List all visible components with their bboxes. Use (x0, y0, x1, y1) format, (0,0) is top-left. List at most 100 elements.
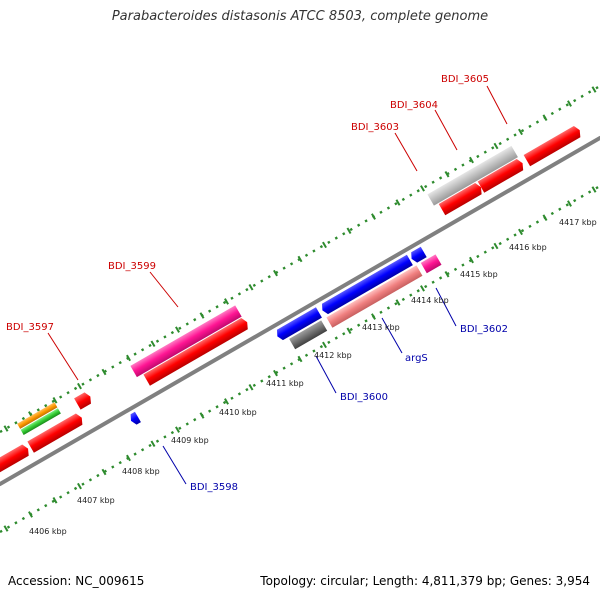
major-tick (469, 156, 474, 164)
scale-label: 4410 kbp (219, 408, 257, 417)
major-tick (248, 283, 254, 291)
gene-bdi-3603-part[interactable] (438, 181, 484, 216)
callout-bdi-3600 (315, 355, 337, 394)
major-tick (77, 382, 82, 390)
gene-args[interactable] (326, 265, 423, 328)
gene-bdi-3597-rrna[interactable] (17, 402, 58, 429)
major-tick (175, 426, 180, 433)
label-args[interactable]: argS (405, 353, 428, 364)
major-tick (591, 186, 597, 193)
major-tick (199, 412, 205, 419)
gene-bdi-3600[interactable] (289, 320, 328, 350)
major-tick (126, 454, 131, 462)
label-bdi-3605[interactable]: BDI_3605 (441, 74, 489, 85)
gene-blue-mid-2[interactable] (319, 254, 413, 316)
gene-bdi-3599[interactable] (130, 305, 242, 378)
major-tick (371, 313, 376, 320)
length-label: Length: (372, 574, 419, 588)
label-bdi-3597[interactable]: BDI_3597 (6, 322, 54, 333)
genes-label: Genes: (509, 574, 552, 588)
major-tick (199, 312, 205, 319)
scale-label: 4412 kbp (314, 351, 352, 360)
label-bdi-3599[interactable]: BDI_3599 (108, 261, 156, 272)
gene-bdi-3602[interactable] (420, 254, 442, 274)
major-tick (518, 228, 523, 236)
accession-info: Accession: NC_009615 (8, 574, 144, 588)
label-bdi-3598[interactable]: BDI_3598 (190, 482, 238, 493)
major-tick (224, 298, 229, 305)
topology-label: Topology: (260, 574, 317, 588)
major-ticks (3, 86, 597, 532)
major-tick (420, 185, 425, 192)
label-bdi-3602[interactable]: BDI_3602 (460, 324, 508, 335)
major-tick (52, 497, 58, 504)
major-tick (591, 86, 597, 93)
major-tick (297, 255, 303, 263)
major-tick (150, 340, 156, 348)
scale-label: 4417 kbp (559, 218, 597, 227)
major-tick (493, 142, 499, 150)
gene-bdi-3604[interactable] (477, 157, 526, 193)
callout-bdi-3603 (394, 132, 418, 172)
major-tick (420, 285, 425, 292)
gene-blue-small[interactable] (409, 246, 427, 264)
major-tick (297, 355, 303, 363)
scale-label: 4415 kbp (460, 270, 498, 279)
map-title: Parabacteroides distasonis ATCC 8503, co… (111, 9, 489, 24)
topology-text: circular (320, 574, 365, 588)
callout-bdi-3604 (434, 109, 458, 151)
label-bdi-3603[interactable]: BDI_3603 (351, 122, 399, 133)
major-tick (346, 327, 352, 335)
gene-red-left-2[interactable] (74, 391, 93, 410)
topology-value: circular; (320, 574, 369, 588)
length-text: 4,811,379 bp (421, 574, 502, 588)
scale-label: 4409 kbp (171, 436, 209, 445)
gene-bdi-3598[interactable] (128, 411, 141, 426)
major-tick (273, 269, 278, 277)
gene-blue-mid-1[interactable] (274, 307, 322, 341)
major-tick (542, 214, 548, 221)
label-bdi-3604[interactable]: BDI_3604 (390, 100, 438, 111)
major-tick (567, 200, 572, 207)
scale-labels: 4406 kbp 4407 kbp 4408 kbp 4409 kbp 4410… (29, 218, 597, 536)
callout-bdi-3598 (162, 445, 187, 485)
gene-bdi-3597-trna[interactable] (20, 408, 61, 435)
major-tick (101, 368, 107, 376)
scale-label: 4413 kbp (362, 323, 400, 332)
major-tick (493, 242, 499, 250)
gene-bdi-3596[interactable] (0, 443, 31, 479)
gene-bdi-3605[interactable] (523, 124, 583, 167)
major-tick (444, 270, 450, 278)
major-tick (77, 482, 82, 490)
major-tick (3, 425, 9, 432)
scale-label: 4406 kbp (29, 527, 67, 536)
genome-backbone (0, 136, 600, 486)
major-tick (28, 511, 33, 518)
major-tick (567, 100, 572, 107)
callout-args (381, 317, 403, 354)
major-tick (248, 383, 254, 391)
major-tick (175, 326, 180, 333)
length-value: 4,811,379 bp; (421, 574, 507, 588)
callout-bdi-3597 (47, 332, 79, 381)
callout-bdi-3599 (149, 271, 179, 308)
callout-bdi-3602 (435, 287, 457, 327)
major-tick (273, 369, 278, 377)
scale-label: 4407 kbp (77, 496, 115, 505)
major-tick (469, 256, 474, 264)
scale-label: 4408 kbp (122, 467, 160, 476)
major-tick (322, 341, 327, 349)
major-tick (150, 440, 156, 448)
gene-callout-lines (47, 85, 508, 485)
gene-bdi-3603[interactable] (427, 145, 518, 206)
major-tick (395, 199, 401, 206)
accession-value: NC_009615 (75, 574, 145, 588)
scale-label: 4411 kbp (266, 379, 304, 388)
major-tick (395, 299, 401, 306)
scale-label: 4416 kbp (509, 243, 547, 252)
label-bdi-3600[interactable]: BDI_3600 (340, 392, 388, 403)
gene-red-mid[interactable] (143, 316, 250, 386)
gene-red-left-1[interactable] (27, 412, 85, 453)
genome-stats: Topology: circular; Length: 4,811,379 bp… (260, 574, 590, 588)
